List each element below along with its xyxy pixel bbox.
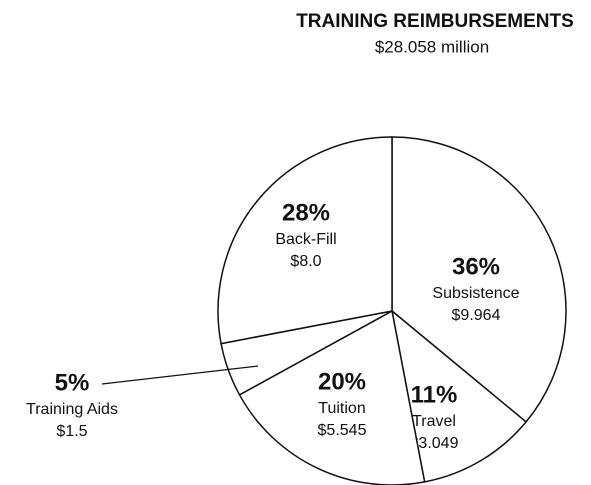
leader-line xyxy=(101,365,259,385)
slice-amount: $3.049 xyxy=(410,435,459,452)
slice-amount: $1.5 xyxy=(56,423,87,440)
slice-amount: $5.545 xyxy=(318,422,367,439)
slice-percent: 5% xyxy=(55,369,90,396)
pie-slice xyxy=(217,136,393,345)
slice-amount: $8.0 xyxy=(290,253,321,270)
chart-subtitle: $28.058 million xyxy=(375,37,489,56)
slice-percent: 36% xyxy=(452,253,500,280)
slice-percent: 28% xyxy=(282,199,330,226)
slice-label: Subsistence xyxy=(432,285,519,302)
pie-slice xyxy=(391,136,567,423)
pie-slice xyxy=(390,309,528,483)
slice-label: Tuition xyxy=(318,400,365,417)
slice-percent: 11% xyxy=(411,381,458,408)
slice-label: Back-Fill xyxy=(275,231,336,248)
slice-percent: 20% xyxy=(318,368,366,395)
slice-amount: $9.964 xyxy=(452,307,501,324)
chart-title: TRAINING REIMBURSEMENTS xyxy=(296,11,574,32)
slice-label: Travel xyxy=(412,413,456,430)
slice-label: Training Aids xyxy=(26,401,118,418)
